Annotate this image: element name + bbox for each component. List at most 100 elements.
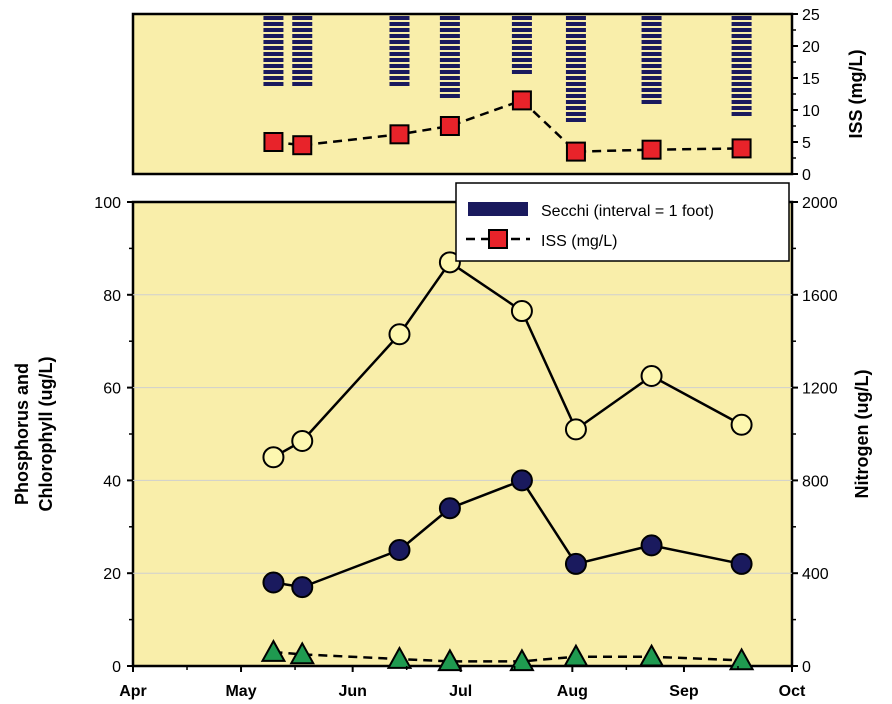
phosphorus-marker bbox=[730, 552, 753, 575]
secchi-interval-block bbox=[731, 58, 752, 62]
legend-secchi-swatch bbox=[468, 202, 528, 216]
iss-marker bbox=[292, 135, 313, 156]
secchi-interval-block bbox=[641, 82, 662, 86]
x-tick-label: Jul bbox=[449, 683, 472, 700]
legend-iss-label: ISS (mg/L) bbox=[541, 233, 617, 250]
left-tick-label: 40 bbox=[103, 473, 121, 490]
secchi-interval-block bbox=[292, 22, 313, 26]
secchi-interval-block bbox=[439, 34, 460, 38]
secchi-interval-block bbox=[389, 16, 410, 20]
nitrogen-marker bbox=[289, 641, 315, 665]
x-tick-label: Oct bbox=[779, 683, 806, 700]
secchi-bar bbox=[565, 16, 586, 122]
secchi-interval-block bbox=[565, 34, 586, 38]
secchi-interval-block bbox=[565, 46, 586, 50]
secchi-interval-block bbox=[565, 58, 586, 62]
secchi-interval-block bbox=[641, 22, 662, 26]
secchi-interval-block bbox=[389, 82, 410, 86]
right-tick-label: 0 bbox=[802, 659, 811, 676]
secchi-interval-block bbox=[641, 100, 662, 104]
secchi-interval-block bbox=[389, 58, 410, 62]
secchi-interval-block bbox=[511, 34, 532, 38]
phosphorus-marker bbox=[291, 576, 314, 599]
secchi-interval-block bbox=[565, 64, 586, 68]
phosphorus-marker bbox=[510, 469, 533, 492]
secchi-interval-block bbox=[263, 82, 284, 86]
iss-marker bbox=[511, 90, 532, 111]
legend-secchi-label: Secchi (interval = 1 foot) bbox=[541, 203, 714, 220]
chlorophyll-marker bbox=[564, 418, 587, 441]
chlorophyll-marker bbox=[438, 251, 461, 274]
secchi-interval-block bbox=[511, 70, 532, 74]
secchi-interval-block bbox=[641, 52, 662, 56]
secchi-interval-block bbox=[731, 64, 752, 68]
secchi-interval-block bbox=[565, 106, 586, 110]
secchi-interval-block bbox=[731, 106, 752, 110]
top-right-tick-label: 20 bbox=[802, 39, 820, 56]
top-right-tick-label: 15 bbox=[802, 71, 820, 88]
nitrogen-marker bbox=[563, 643, 589, 667]
secchi-interval-block bbox=[731, 28, 752, 32]
secchi-bar bbox=[641, 16, 662, 104]
nitrogen-marker bbox=[437, 648, 463, 672]
secchi-interval-block bbox=[641, 58, 662, 62]
secchi-interval-block bbox=[641, 16, 662, 20]
secchi-interval-block bbox=[565, 94, 586, 98]
secchi-interval-block bbox=[389, 64, 410, 68]
secchi-interval-block bbox=[641, 64, 662, 68]
secchi-interval-block bbox=[439, 40, 460, 44]
secchi-interval-block bbox=[292, 82, 313, 86]
right-axis-title: Nitrogen (ug/L) bbox=[852, 370, 872, 499]
secchi-interval-block bbox=[292, 46, 313, 50]
x-tick-label: Sep bbox=[669, 683, 699, 700]
secchi-interval-block bbox=[439, 94, 460, 98]
right-tick-label: 400 bbox=[802, 566, 829, 583]
secchi-interval-block bbox=[263, 58, 284, 62]
iss-marker bbox=[263, 132, 284, 152]
secchi-interval-block bbox=[389, 70, 410, 74]
secchi-interval-block bbox=[511, 40, 532, 44]
secchi-interval-block bbox=[731, 100, 752, 104]
chlorophyll-marker bbox=[510, 300, 533, 323]
left-tick-label: 100 bbox=[94, 195, 121, 212]
secchi-interval-block bbox=[565, 88, 586, 92]
left-tick-label: 20 bbox=[103, 566, 121, 583]
secchi-interval-block bbox=[731, 40, 752, 44]
secchi-interval-block bbox=[565, 82, 586, 86]
secchi-interval-block bbox=[292, 40, 313, 44]
chlorophyll-marker bbox=[730, 413, 753, 436]
secchi-interval-block bbox=[731, 34, 752, 38]
secchi-interval-block bbox=[263, 64, 284, 68]
left-axis-title-line2: Chlorophyll (ug/L) bbox=[36, 357, 56, 512]
x-tick-label: Jun bbox=[338, 683, 366, 700]
secchi-interval-block bbox=[511, 64, 532, 68]
nitrogen-marker bbox=[728, 647, 755, 671]
secchi-interval-block bbox=[439, 46, 460, 50]
secchi-interval-block bbox=[565, 76, 586, 80]
secchi-interval-block bbox=[439, 70, 460, 74]
secchi-interval-block bbox=[292, 70, 313, 74]
secchi-interval-block bbox=[731, 88, 752, 92]
top-panel-frame bbox=[131, 12, 794, 176]
secchi-interval-block bbox=[263, 16, 284, 20]
iss-marker bbox=[641, 139, 662, 160]
secchi-interval-block bbox=[731, 112, 752, 116]
secchi-interval-block bbox=[641, 88, 662, 92]
secchi-interval-block bbox=[439, 64, 460, 68]
secchi-interval-block bbox=[292, 34, 313, 38]
secchi-interval-block bbox=[565, 16, 586, 20]
phosphorus-marker bbox=[438, 497, 461, 520]
iss-marker bbox=[439, 116, 460, 136]
secchi-interval-block bbox=[511, 52, 532, 56]
nitrogen-marker bbox=[509, 648, 535, 672]
top-right-axis-title: ISS (mg/L) bbox=[846, 49, 866, 138]
secchi-interval-block bbox=[511, 58, 532, 62]
secchi-interval-block bbox=[439, 16, 460, 20]
chlorophyll-marker bbox=[388, 323, 411, 346]
secchi-interval-block bbox=[565, 40, 586, 44]
secchi-interval-block bbox=[263, 22, 284, 26]
secchi-interval-block bbox=[292, 58, 313, 62]
top-right-tick-label: 25 bbox=[802, 7, 820, 24]
legend: Secchi (interval = 1 foot) ISS (mg/L) bbox=[455, 182, 790, 262]
